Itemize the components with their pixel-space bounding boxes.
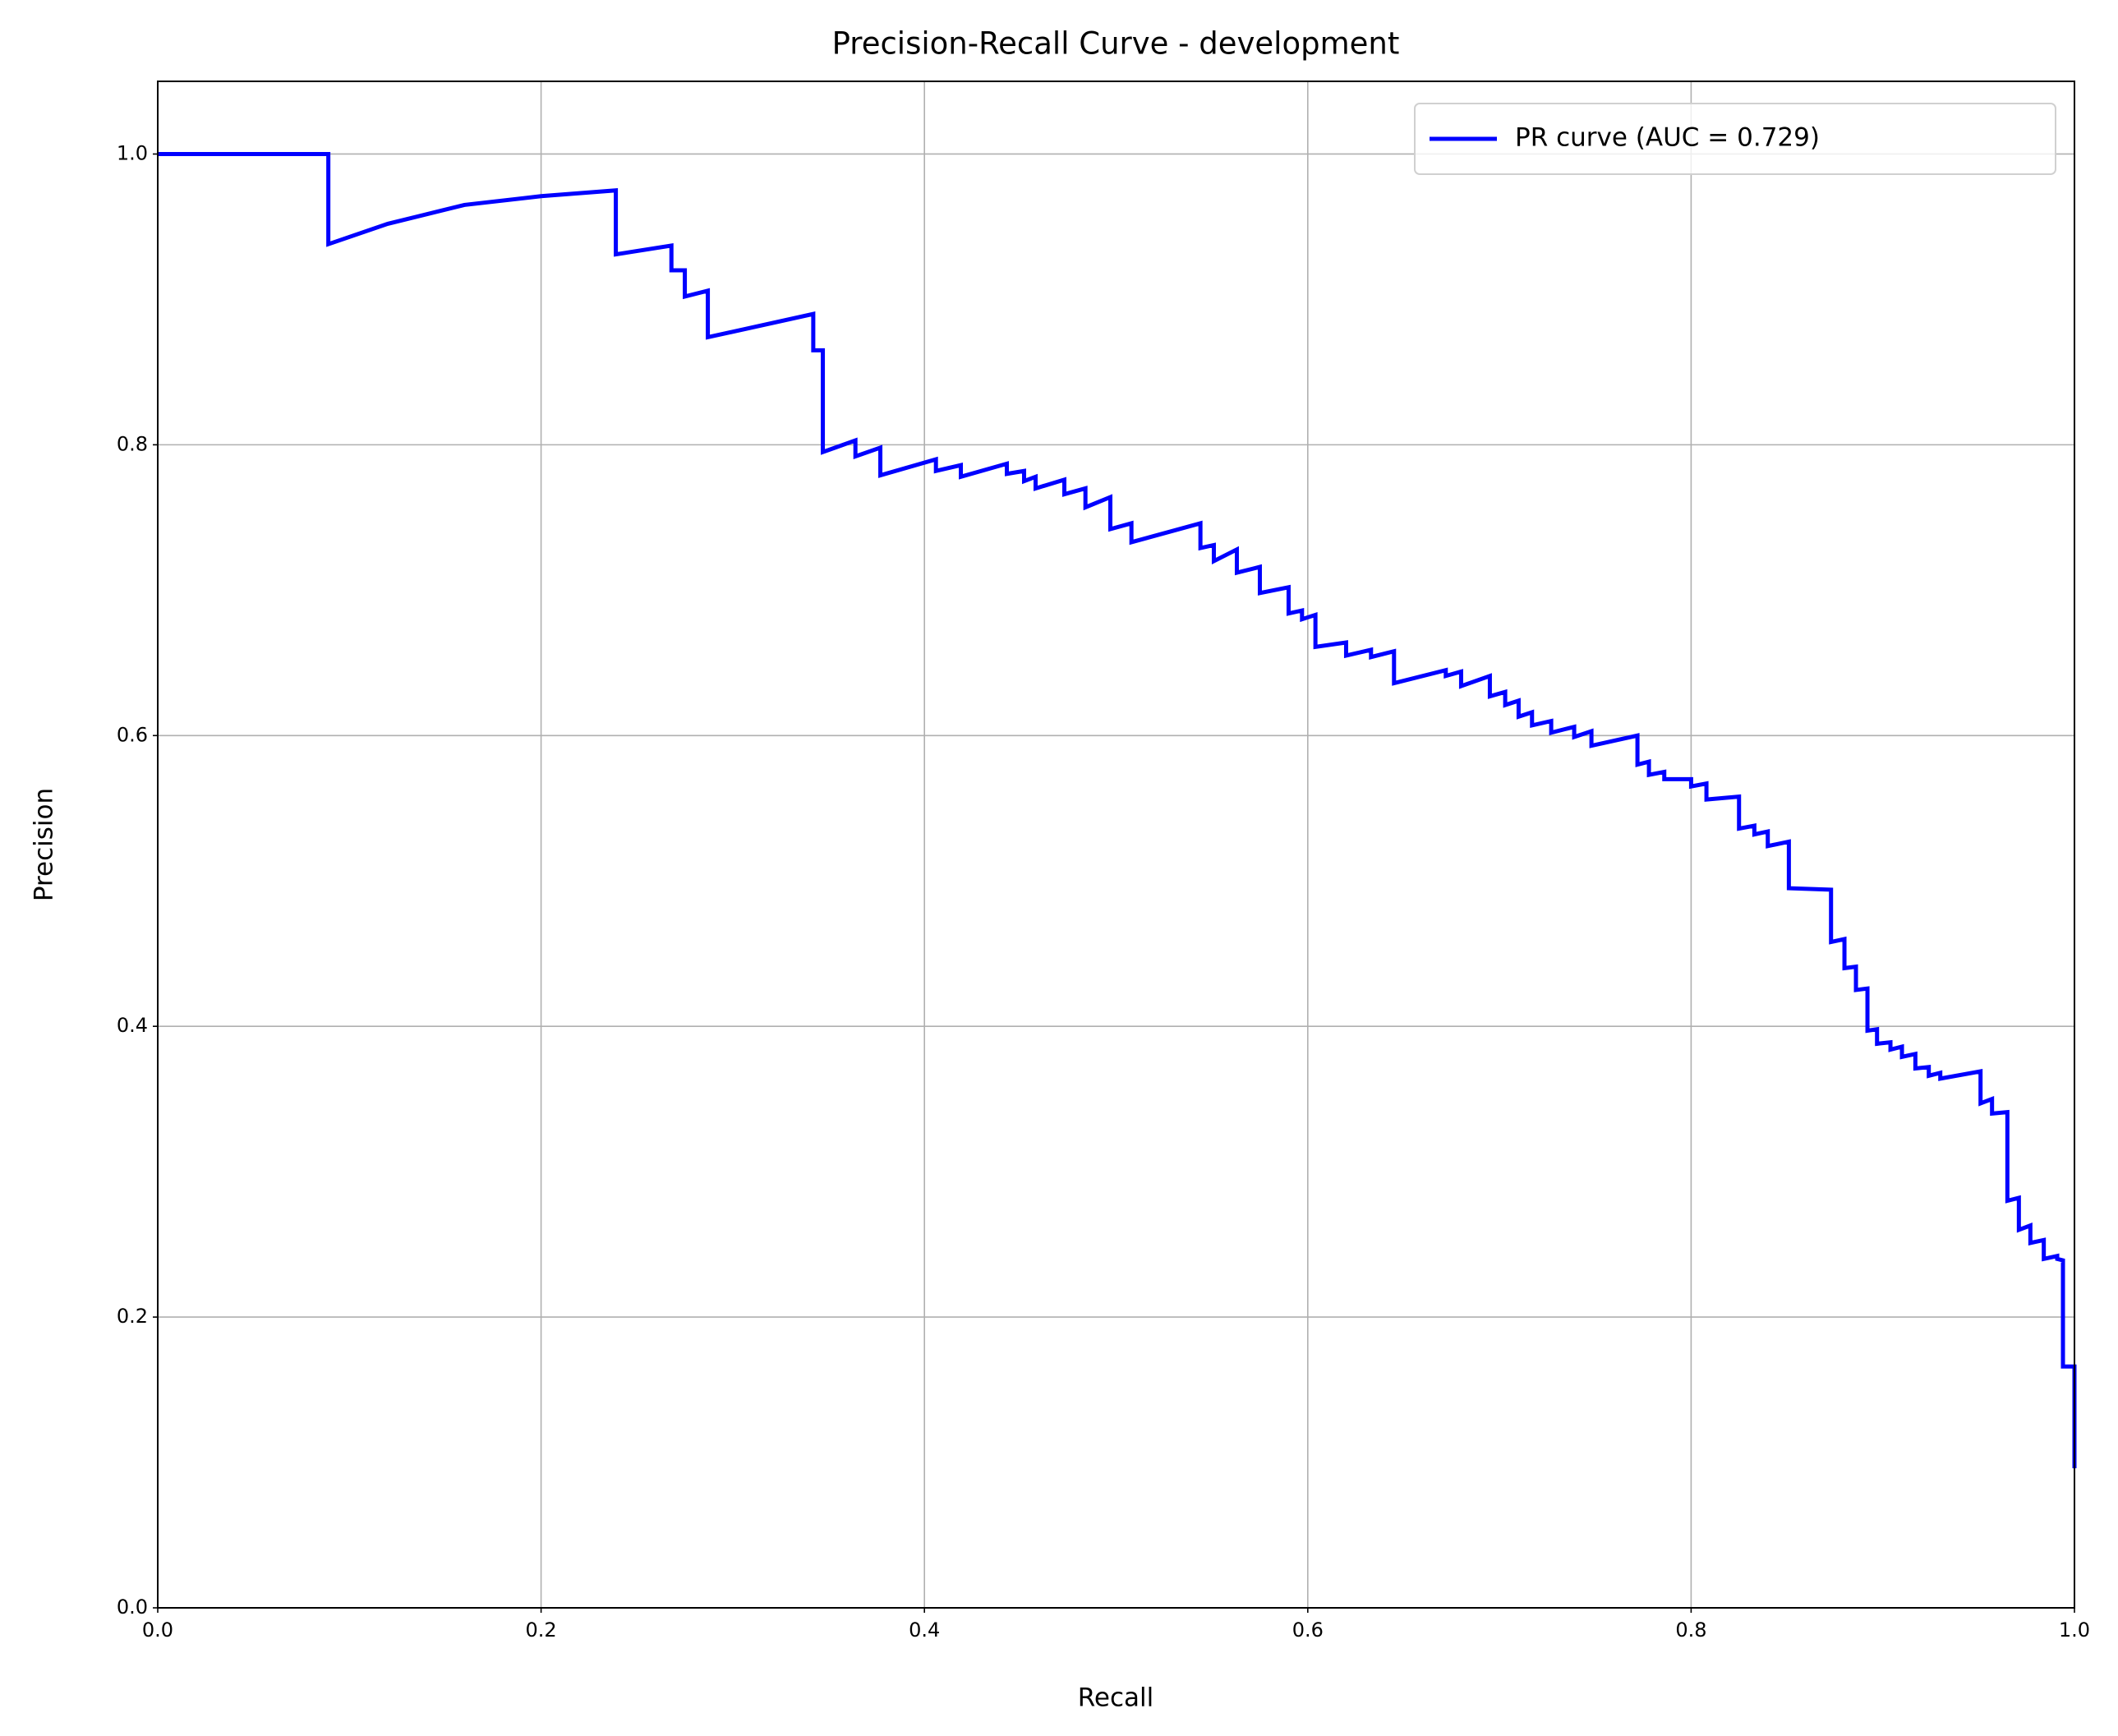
pr-curve bbox=[158, 151, 2077, 1469]
y-tick-label: 0.6 bbox=[117, 723, 148, 746]
x-axis-label: Recall bbox=[1078, 1683, 1154, 1713]
axes-frame bbox=[157, 81, 2075, 1609]
y-tick-label: 0.4 bbox=[117, 1014, 148, 1037]
chart-title: Precision-Recall Curve - development bbox=[832, 26, 1400, 62]
y-axis-label: Precision bbox=[30, 788, 59, 901]
legend-label: PR curve (AUC = 0.729) bbox=[1515, 123, 1820, 153]
y-tick-label: 0.8 bbox=[117, 432, 148, 455]
y-tick-label: 0.2 bbox=[117, 1305, 148, 1328]
x-tick-label: 0.2 bbox=[526, 1619, 557, 1642]
x-tick-label: 0.4 bbox=[909, 1619, 940, 1642]
x-tick-label: 1.0 bbox=[2059, 1619, 2090, 1642]
legend-box bbox=[1414, 103, 2056, 175]
x-tick-label: 0.6 bbox=[1292, 1619, 1324, 1642]
y-tick-label: 1.0 bbox=[117, 141, 148, 164]
y-tick-label: 0.0 bbox=[117, 1596, 148, 1619]
x-tick-label: 0.8 bbox=[1675, 1619, 1706, 1642]
x-tick-label: 0.0 bbox=[142, 1619, 173, 1642]
